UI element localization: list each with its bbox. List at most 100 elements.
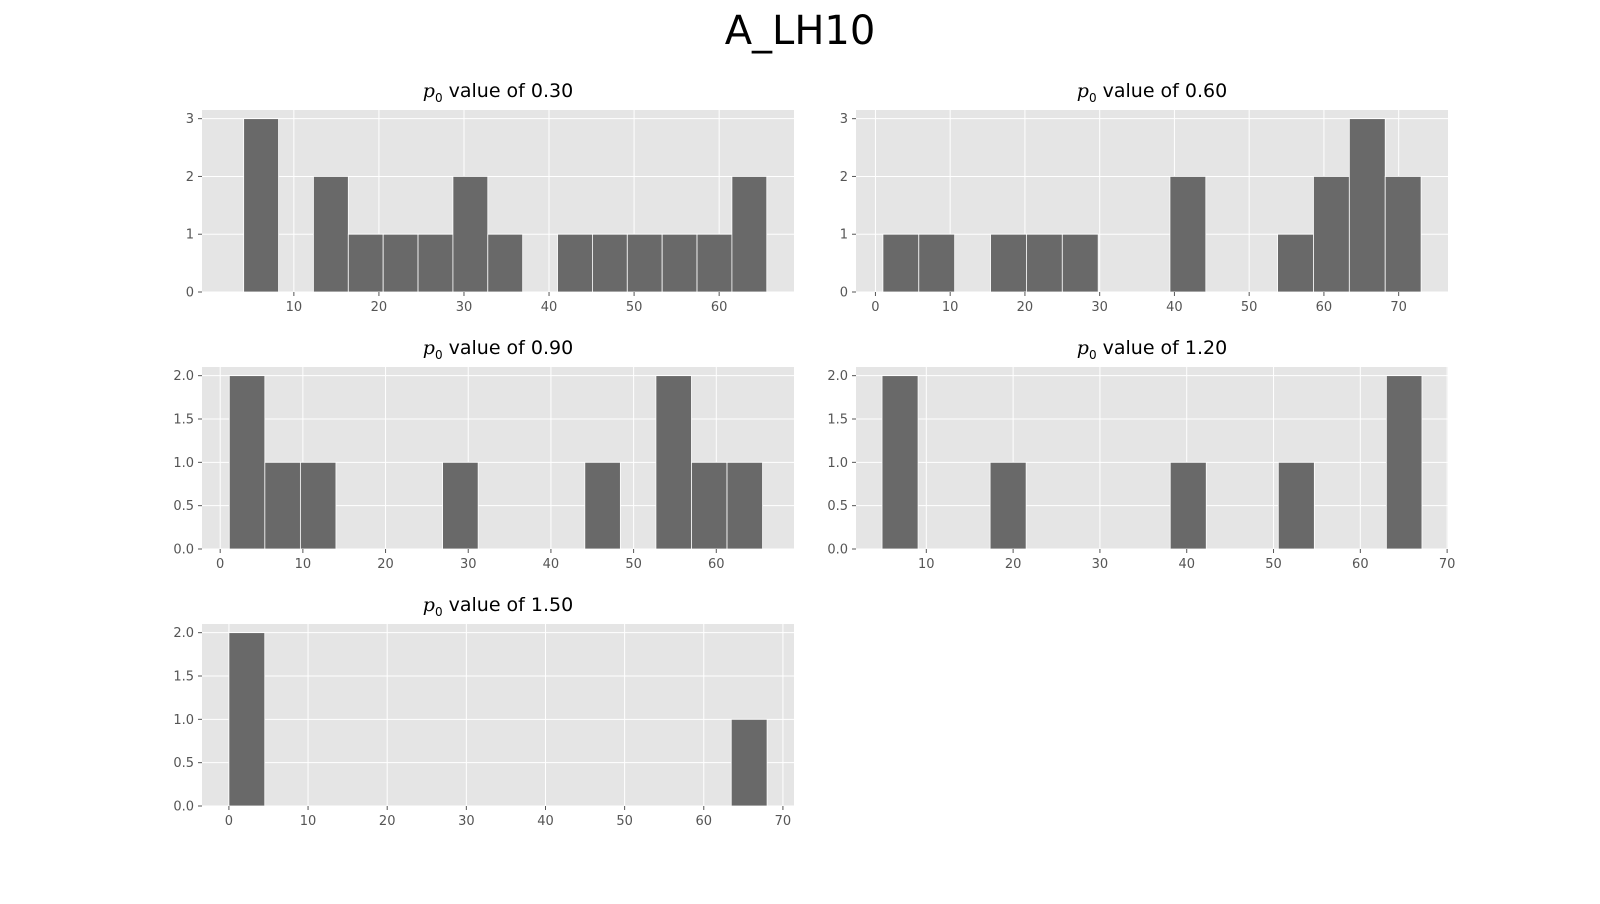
p-subscript: 0	[1088, 347, 1097, 362]
p-subscript: 0	[1088, 90, 1097, 105]
p-symbol: p	[422, 80, 435, 102]
histogram-bar	[918, 233, 956, 293]
x-tick-label: 0	[225, 814, 233, 829]
y-tick-label: 1.0	[827, 456, 848, 471]
histogram-bar	[347, 233, 384, 293]
y-tick-label: 2.0	[827, 369, 848, 384]
x-tick-label: 40	[543, 557, 560, 572]
p-symbol: p	[1076, 80, 1089, 102]
y-tick-label: 1	[186, 228, 194, 243]
x-tick-label: 50	[625, 557, 642, 572]
histogram-bar	[881, 375, 919, 550]
x-tick-label: 70	[775, 814, 792, 829]
histogram-bar	[1348, 118, 1386, 293]
p-subscript: 0	[434, 604, 443, 619]
histogram-bar	[228, 632, 266, 807]
y-tick-label: 1	[840, 228, 848, 243]
x-tick-label: 40	[537, 814, 554, 829]
panel-title-0: p0 value of 0.30	[202, 80, 794, 105]
panel-title-text: value of 0.30	[442, 80, 574, 102]
x-tick-label: 40	[541, 300, 558, 315]
plot-area	[856, 367, 1448, 549]
x-tick-label: 60	[708, 557, 725, 572]
y-tick-label: 3	[186, 112, 194, 127]
y-tick-label: 1.5	[173, 670, 194, 685]
histogram-bar	[1313, 176, 1350, 293]
histogram-bar	[264, 461, 301, 550]
histogram-bar	[989, 461, 1027, 550]
y-tick-label: 0.5	[827, 499, 848, 514]
histogram-bar	[382, 233, 419, 293]
figure-title: A_LH10	[724, 8, 876, 54]
histogram-bar	[691, 461, 728, 550]
x-tick-label: 10	[918, 557, 935, 572]
y-tick-label: 3	[840, 112, 848, 127]
y-tick-label: 0	[840, 286, 848, 301]
x-tick-label: 0	[871, 300, 879, 315]
p-symbol: p	[422, 594, 435, 616]
x-tick-label: 20	[379, 814, 396, 829]
y-tick-label: 0.0	[827, 543, 848, 558]
x-tick-label: 50	[1241, 300, 1258, 315]
y-tick-label: 2.0	[173, 369, 194, 384]
panel-title-2: p0 value of 0.90	[202, 337, 794, 362]
y-tick-label: 0.5	[173, 499, 194, 514]
x-tick-label: 60	[711, 300, 728, 315]
histogram-panel: 10 20 30 40 50 60 70 0.0 0.5 1.0 1.5 2.0	[827, 367, 1455, 572]
histogram-bar	[243, 118, 279, 293]
x-tick-label: 50	[1265, 557, 1282, 572]
y-tick-label: 0.0	[173, 800, 194, 815]
panel-title-text: value of 1.20	[1096, 337, 1228, 359]
histogram-bar	[882, 233, 920, 293]
histogram-bar	[726, 461, 763, 550]
y-tick-label: 1.5	[173, 413, 194, 428]
histogram-bar	[1384, 176, 1422, 293]
x-tick-label: 50	[626, 300, 643, 315]
x-tick-label: 20	[377, 557, 394, 572]
panel-title-text: value of 0.90	[442, 337, 574, 359]
histogram-bar	[731, 176, 768, 293]
histogram-bar	[696, 233, 733, 293]
x-tick-label: 60	[1352, 557, 1369, 572]
histogram-panel: 10 20 30 40 50 60 0 1 2 3	[186, 110, 794, 315]
x-tick-label: 10	[286, 300, 303, 315]
panel-title-3: p0 value of 1.20	[856, 337, 1448, 362]
histogram-bar	[417, 233, 454, 293]
plot-area	[202, 624, 794, 806]
p-subscript: 0	[434, 347, 443, 362]
x-tick-label: 60	[696, 814, 713, 829]
x-tick-label: 30	[458, 814, 475, 829]
histogram-panel: 0 10 20 30 40 50 60 70 0.0 0.5 1.0 1.5 2.0	[173, 624, 794, 829]
histogram-bar	[1277, 461, 1315, 550]
x-tick-label: 30	[1092, 557, 1109, 572]
y-tick-label: 2.0	[173, 626, 194, 641]
y-tick-label: 2	[186, 170, 194, 185]
panel-title-text: value of 0.60	[1096, 80, 1228, 102]
x-tick-label: 40	[1178, 557, 1195, 572]
x-tick-label: 10	[300, 814, 317, 829]
x-tick-label: 20	[1005, 557, 1022, 572]
y-tick-label: 1.0	[173, 713, 194, 728]
x-tick-label: 70	[1390, 300, 1407, 315]
histogram-bar	[313, 176, 349, 293]
x-tick-label: 30	[456, 300, 473, 315]
histogram-bar	[228, 375, 266, 550]
x-tick-label: 30	[460, 557, 477, 572]
histogram-bar	[661, 233, 698, 293]
p-symbol: p	[1076, 337, 1089, 359]
y-tick-label: 2	[840, 170, 848, 185]
x-tick-label: 10	[942, 300, 959, 315]
y-tick-label: 1.5	[827, 413, 848, 428]
y-tick-label: 0.5	[173, 756, 194, 771]
x-tick-label: 50	[616, 814, 633, 829]
histogram-bar	[1169, 461, 1207, 550]
histogram-bar	[487, 233, 524, 293]
histogram-bar	[299, 461, 337, 550]
x-tick-label: 70	[1439, 557, 1456, 572]
y-tick-label: 0	[186, 286, 194, 301]
p-subscript: 0	[434, 90, 443, 105]
histogram-panel: 0 10 20 30 40 50 60 0.0 0.5 1.0 1.5 2.0	[173, 367, 794, 572]
x-tick-label: 60	[1316, 300, 1333, 315]
